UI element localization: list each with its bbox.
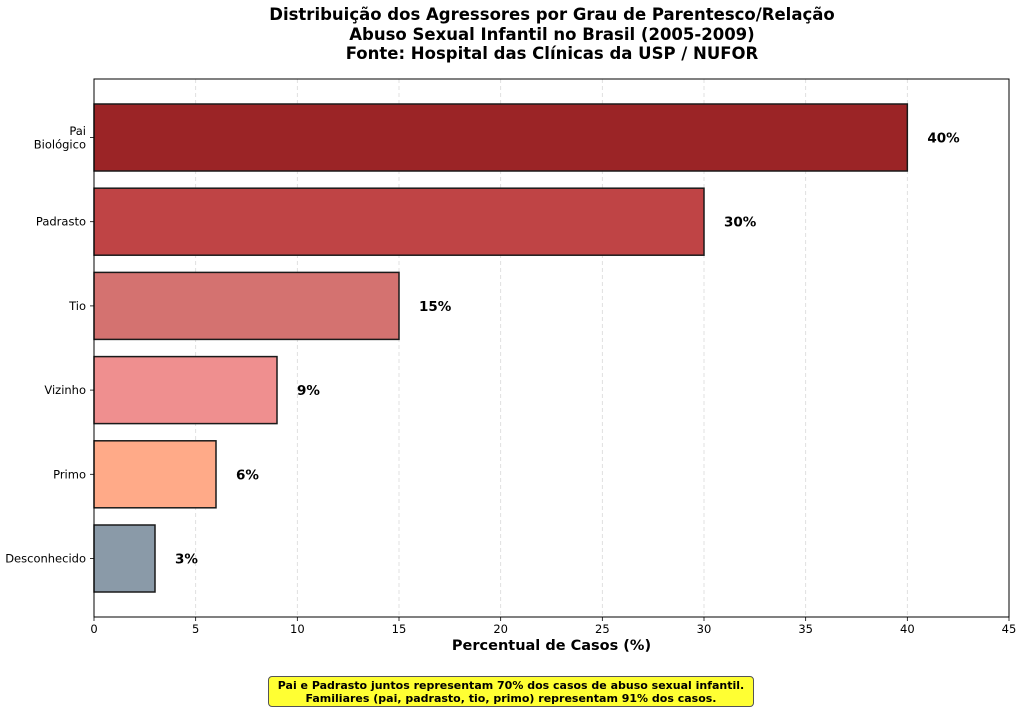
bars: 40% 30% 15% 9% 6% 3% <box>93 103 960 593</box>
chart-title: Distribuição dos Agressores por Grau de … <box>0 5 1024 64</box>
x-tick-label: 25 <box>595 622 610 636</box>
bar <box>93 524 156 593</box>
x-tick-label: 35 <box>798 622 813 636</box>
bar-value-label: 40% <box>927 131 960 147</box>
bar <box>93 103 909 172</box>
y-tick-label-line: Biológico <box>34 137 86 151</box>
bar-value-label: 3% <box>175 552 198 568</box>
y-tick-label-line: Tio <box>68 299 86 313</box>
bar-value-label: 9% <box>297 383 320 399</box>
x-tick-label: 15 <box>392 622 407 636</box>
chart-title-line-1: Distribuição dos Agressores por Grau de … <box>269 5 835 24</box>
y-tick-label-line: Desconhecido <box>5 552 86 566</box>
y-tick-label-line: Primo <box>53 467 86 481</box>
y-tick-label-line: Pai <box>69 124 86 138</box>
summary-note: Pai e Padrasto juntos representam 70% do… <box>268 676 754 707</box>
x-tick-label: 10 <box>290 622 305 636</box>
x-tick-label: 20 <box>493 622 508 636</box>
bar-value-label: 30% <box>724 215 757 231</box>
y-tick-label: Pai Biológico <box>34 124 86 152</box>
bar-value-label: 6% <box>236 467 259 483</box>
x-tick-label: 5 <box>192 622 199 636</box>
summary-note-line-2: Familiares (pai, padrasto, tio, primo) r… <box>305 692 717 705</box>
bar <box>93 355 278 425</box>
bar-value-label: 15% <box>419 299 452 315</box>
x-tick-label: 40 <box>900 622 915 636</box>
y-tick-label: Desconhecido <box>5 552 86 566</box>
x-tick-label: 0 <box>90 622 97 636</box>
bar <box>93 440 217 509</box>
summary-note-line-1: Pai e Padrasto juntos representam 70% do… <box>277 679 745 692</box>
bar <box>93 271 400 341</box>
chart-title-line-2: Abuso Sexual Infantil no Brasil (2005-20… <box>349 24 755 44</box>
chart-title-line-3: Fonte: Hospital das Clínicas da USP / NU… <box>345 44 759 63</box>
y-tick-label-line: Vizinho <box>44 383 86 397</box>
x-tick-label: 30 <box>697 622 712 636</box>
y-tick-label: Vizinho <box>44 383 86 397</box>
x-tick-label: 45 <box>1002 622 1017 636</box>
y-tick-label: Padrasto <box>36 215 86 229</box>
y-axis-ticks: Pai Biológico Padrasto Tio Vizinho Primo Desco… <box>5 124 94 566</box>
x-axis-ticks: 0 5 10 15 20 25 30 35 40 45 <box>90 617 1016 636</box>
grid-lines <box>195 79 908 617</box>
x-axis-label: Percentual de Casos (%) <box>452 638 651 654</box>
y-tick-label-line: Padrasto <box>36 215 86 229</box>
y-tick-label: Tio <box>68 299 86 313</box>
bar <box>93 187 705 256</box>
plot-frame <box>93 78 1010 618</box>
y-tick-label: Primo <box>53 467 86 481</box>
